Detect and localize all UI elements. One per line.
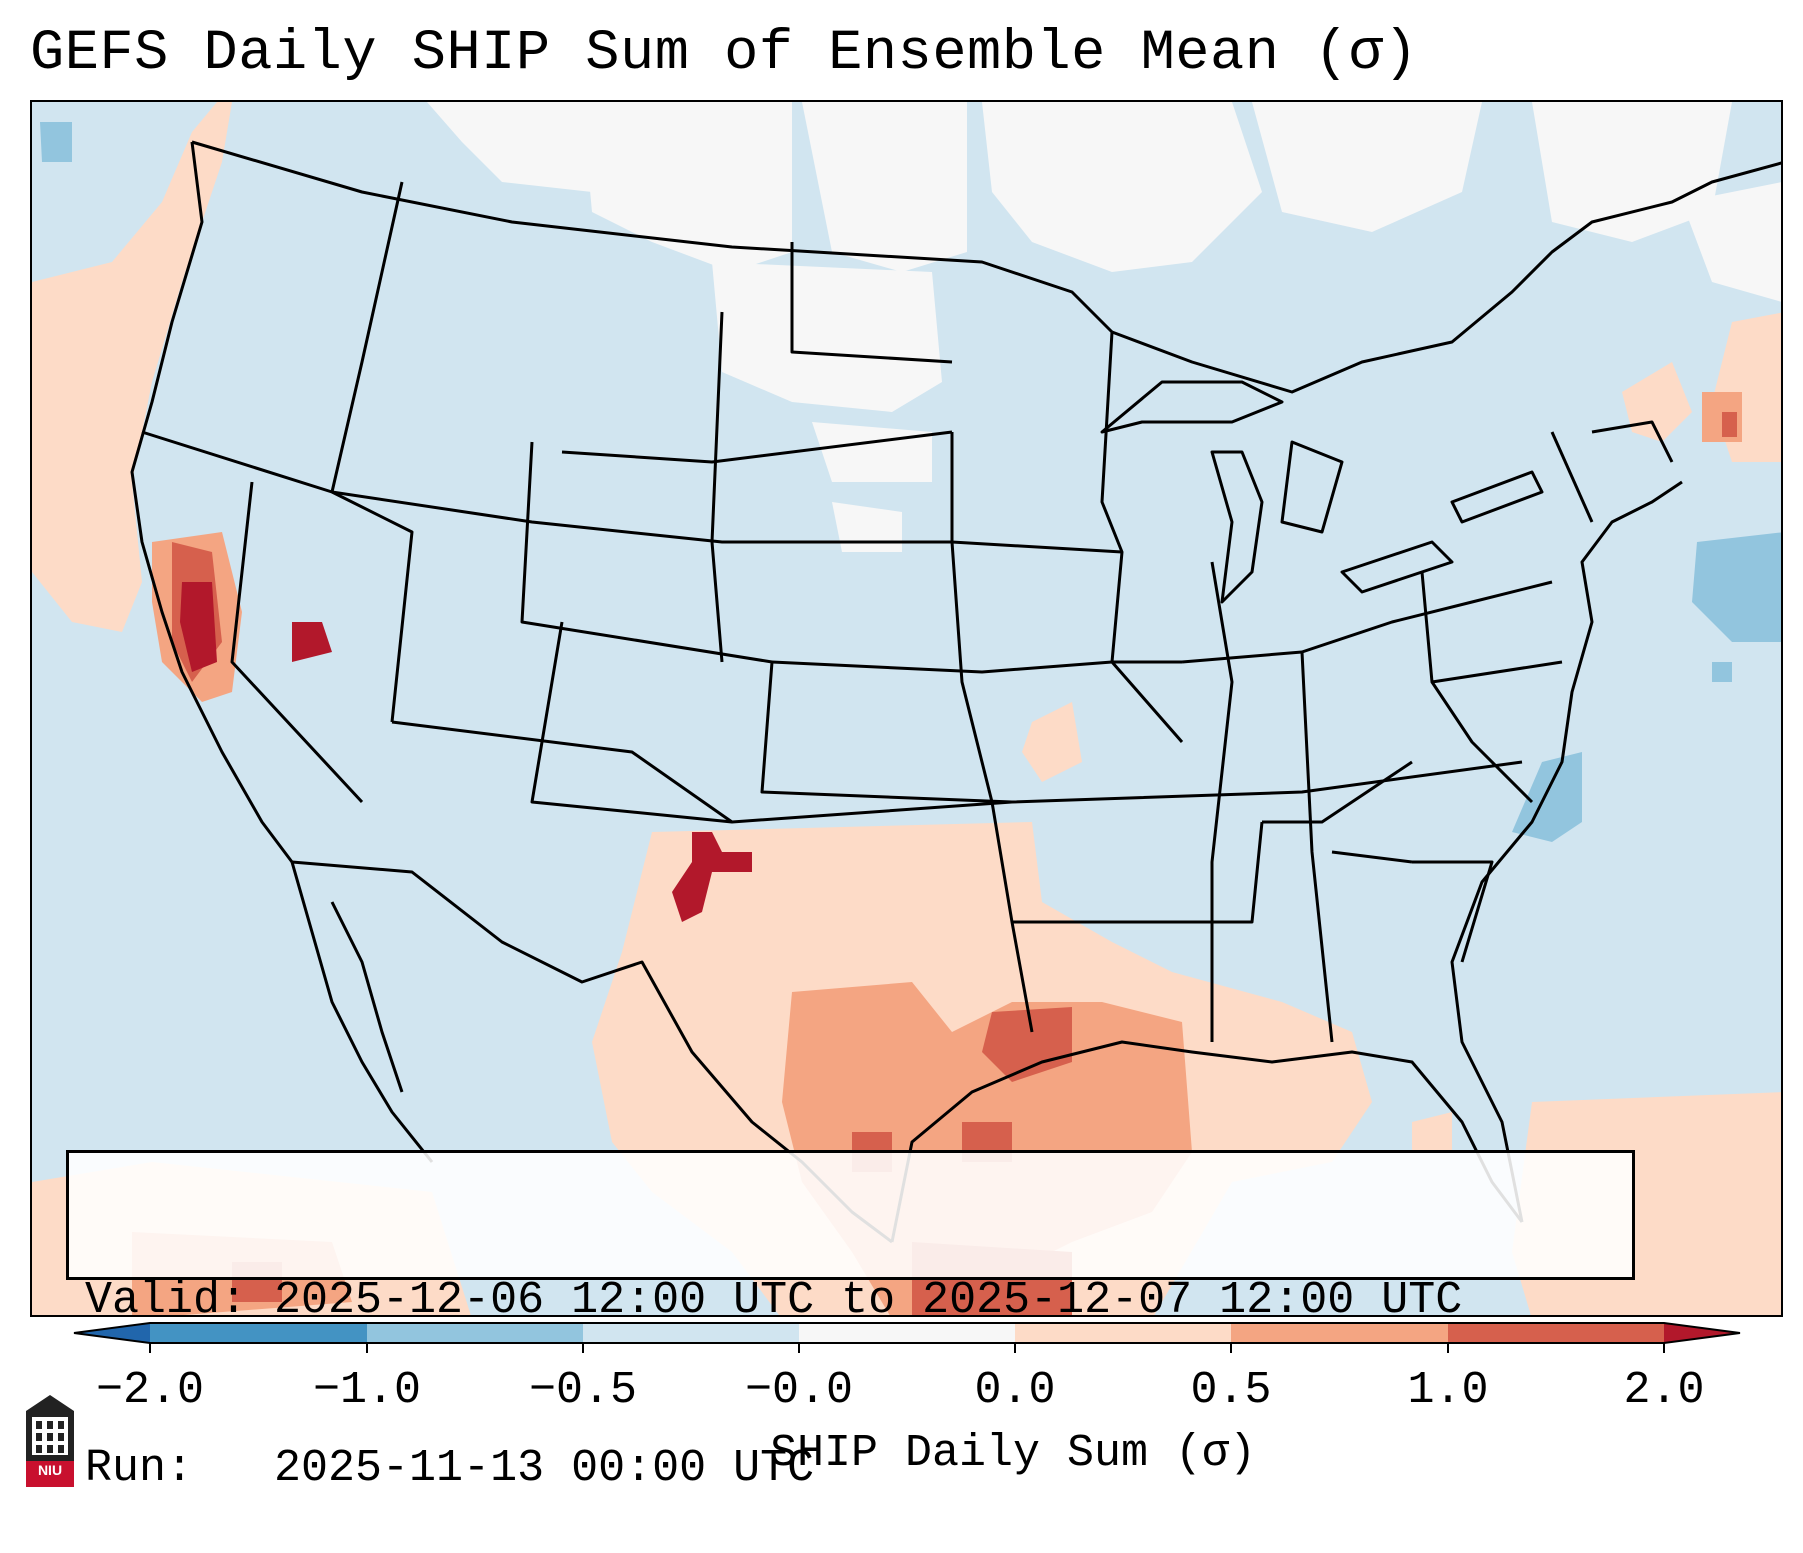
run-time-text: Run: 2025-11-13 00:00 UTC xyxy=(85,1443,815,1494)
university-building-icon xyxy=(26,1395,74,1487)
map-panel xyxy=(30,100,1783,1317)
colorbar-tick-label: −0.0 xyxy=(744,1365,854,1416)
colorbar-tick-label: 1.0 xyxy=(1407,1365,1489,1416)
colorbar-label: SHIP Daily Sum (σ) xyxy=(769,1428,1257,1479)
colorbar-tick-label: −2.0 xyxy=(95,1365,205,1416)
map-title: GEFS Daily SHIP Sum of Ensemble Mean (σ) xyxy=(30,22,1419,86)
map-canvas xyxy=(32,102,1781,1315)
political-boundaries xyxy=(130,140,1781,1244)
logo-text: NIU xyxy=(37,1462,63,1478)
valid-run-info-box: Valid: 2025-12-06 12:00 UTC to 2025-12-0… xyxy=(66,1150,1635,1494)
near-zero-patches xyxy=(427,102,1781,552)
extreme-positive-patches xyxy=(180,582,752,922)
colorbar-over-triangle xyxy=(1664,1323,1740,1343)
colorbar-tick-label: −1.0 xyxy=(312,1365,422,1416)
colorbar-tick-label: 0.5 xyxy=(1190,1365,1272,1416)
valid-time-text: Valid: 2025-12-06 12:00 UTC to 2025-12-0… xyxy=(85,1275,1463,1326)
colorbar-tick-label: −0.5 xyxy=(528,1365,638,1416)
colorbar-tick-label: 2.0 xyxy=(1623,1365,1705,1416)
colorbar-tick-label: 0.0 xyxy=(974,1365,1056,1416)
